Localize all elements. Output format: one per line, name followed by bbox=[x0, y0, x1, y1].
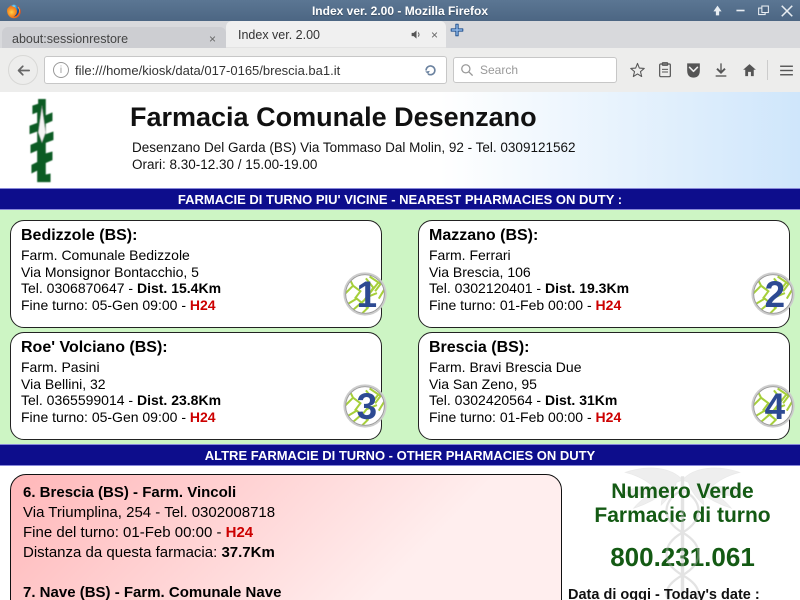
svg-text:4: 4 bbox=[765, 386, 786, 427]
svg-text:3: 3 bbox=[357, 386, 377, 427]
svg-text:2: 2 bbox=[765, 274, 785, 315]
svg-text:1: 1 bbox=[357, 274, 377, 315]
